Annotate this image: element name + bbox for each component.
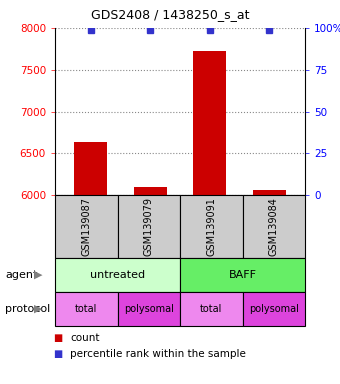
Text: BAFF: BAFF bbox=[228, 270, 256, 280]
Text: ■: ■ bbox=[53, 333, 63, 343]
Text: protocol: protocol bbox=[5, 304, 50, 314]
Text: ▶: ▶ bbox=[34, 304, 42, 314]
Text: ■: ■ bbox=[53, 349, 63, 359]
Bar bbox=[74, 142, 107, 195]
Text: GSM139079: GSM139079 bbox=[144, 197, 154, 256]
Bar bbox=[134, 187, 167, 195]
Bar bbox=[253, 190, 286, 195]
Text: count: count bbox=[70, 333, 100, 343]
Text: polysomal: polysomal bbox=[249, 304, 299, 314]
Text: GDS2408 / 1438250_s_at: GDS2408 / 1438250_s_at bbox=[91, 8, 249, 21]
Text: ▶: ▶ bbox=[34, 270, 42, 280]
Text: percentile rank within the sample: percentile rank within the sample bbox=[70, 349, 246, 359]
Text: untreated: untreated bbox=[90, 270, 145, 280]
Bar bbox=[193, 51, 226, 195]
Text: GSM139091: GSM139091 bbox=[206, 197, 216, 256]
Text: GSM139084: GSM139084 bbox=[269, 197, 279, 256]
Text: agent: agent bbox=[5, 270, 37, 280]
Text: total: total bbox=[75, 304, 98, 314]
Text: GSM139087: GSM139087 bbox=[81, 197, 91, 256]
Text: total: total bbox=[200, 304, 222, 314]
Text: polysomal: polysomal bbox=[124, 304, 174, 314]
